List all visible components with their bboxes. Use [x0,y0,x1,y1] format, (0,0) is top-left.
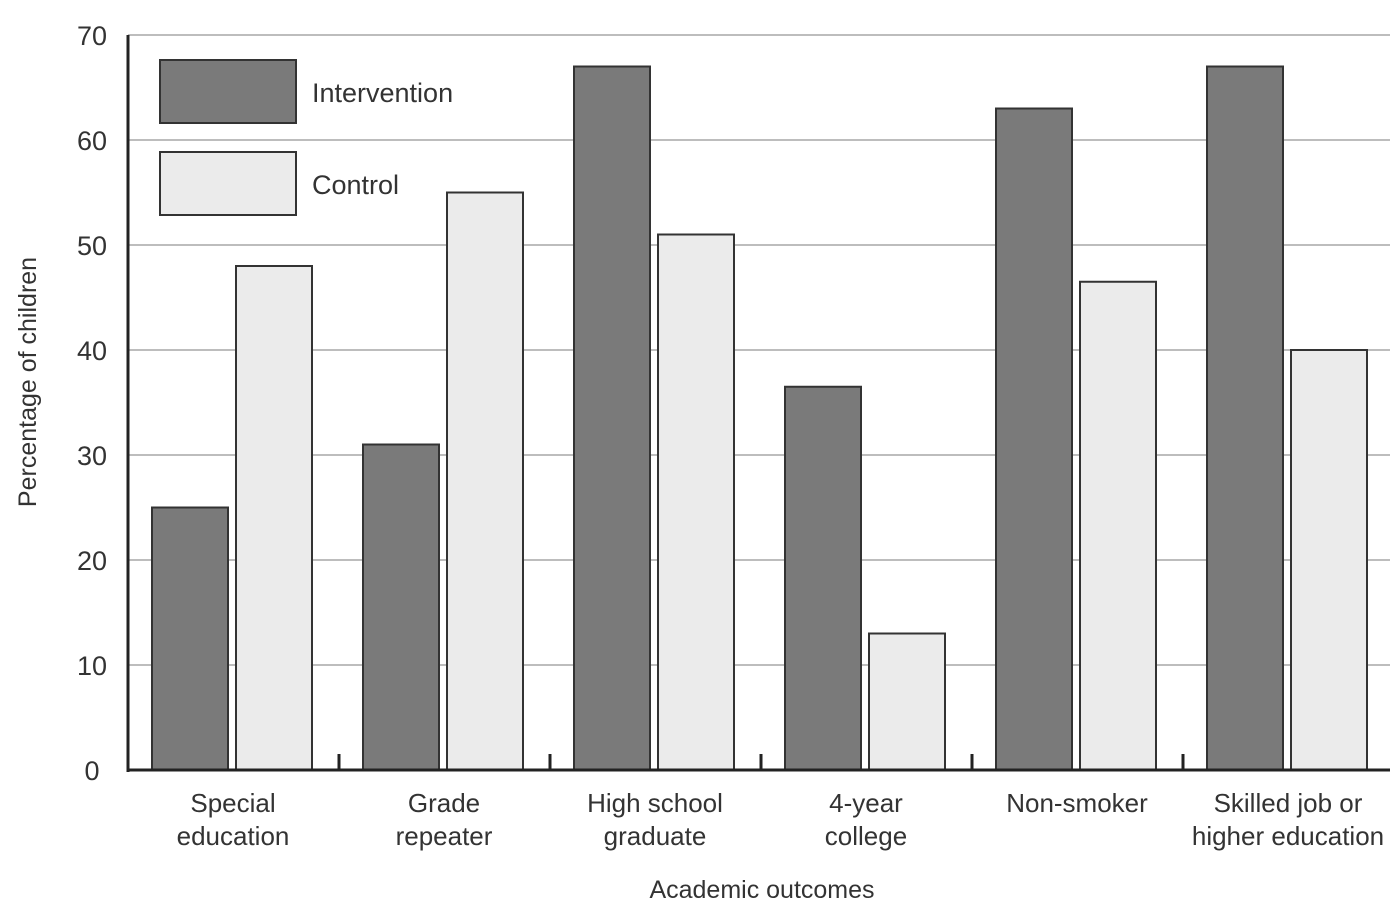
bar-intervention-3 [784,385,862,771]
category-label-line: repeater [396,821,493,851]
category-label-line: High school [587,788,723,818]
y-tick-label: 50 [77,231,107,261]
category-label: Grade repeater [396,788,493,851]
y-tick-label: 20 [77,546,107,576]
bar-control-4 [1079,280,1157,771]
x-tick-marks [337,754,1185,770]
y-tick-label: 60 [77,126,107,156]
category-label-line: Grade [408,788,480,818]
legend-swatch-control [159,151,297,216]
bar-intervention-2 [573,65,651,771]
category-label-line: Skilled job or [1214,788,1363,818]
bar-control-1 [446,191,524,771]
bars [151,65,1368,771]
bar-intervention-0 [151,506,229,771]
y-tick-label: 40 [77,336,107,366]
bar-control-5 [1290,349,1368,771]
category-label-line: higher education [1192,821,1384,851]
bar-control-3 [868,632,946,771]
bar-control-2 [657,233,735,771]
category-label: High school graduate [587,788,723,851]
gridlines [128,34,1390,666]
y-tick-labels: 0 10 20 30 40 50 60 70 [77,21,107,786]
legend-swatch-intervention [159,59,297,124]
category-label-line: college [825,821,907,851]
x-axis-title: Academic outcomes [649,876,874,903]
y-tick-label: 70 [77,21,107,51]
y-tick-label: 30 [77,441,107,471]
legend-label-control: Control [312,170,399,200]
bar-intervention-1 [362,443,440,771]
category-label-line: graduate [604,821,707,851]
y-tick-label: 10 [77,651,107,681]
y-axis-title: Percentage of children [14,257,42,507]
category-label-line: Non-smoker [1006,788,1148,818]
bar-intervention-4 [995,107,1073,771]
bar-control-0 [235,265,313,771]
category-label: Special education [177,788,290,851]
category-label: Non-smoker [1006,788,1148,818]
legend-label-intervention: Intervention [312,78,453,108]
category-label-line: education [177,821,290,851]
category-labels: Special education Grade repeater High school… [177,788,1385,851]
category-label-line: 4-year [829,788,903,818]
category-label: Skilled job or higher education [1192,788,1384,851]
axes [126,35,1390,772]
bar-intervention-5 [1206,65,1284,771]
y-tick-label: 0 [84,756,99,786]
legend: Intervention Control [159,59,453,216]
category-label: 4-year college [825,788,907,851]
category-label-line: Special [190,788,275,818]
